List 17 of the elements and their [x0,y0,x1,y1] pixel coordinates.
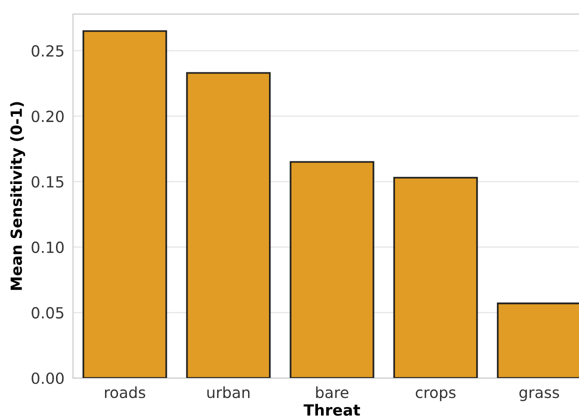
x-tick-label: crops [416,389,456,402]
y-tick-label: 0.25 [32,45,64,57]
y-tick-label: 0.15 [32,176,64,188]
y-axis-title: Mean Sensitivity (0-1) [10,102,26,290]
bar [290,161,374,378]
y-tick-label: 0.05 [32,307,64,319]
y-tick-label: 0.10 [32,242,64,254]
bar [82,30,168,378]
x-tick-label: grass [519,389,560,402]
bar [393,176,478,378]
x-tick-label: urban [207,386,250,398]
y-tick-label: 0.00 [32,372,64,384]
x-tick-label: bare [316,386,348,398]
x-tick-label: roads [105,386,146,398]
y-tick-label: 0.20 [32,110,64,122]
x-axis-title: Threat [304,404,360,416]
bar [186,72,271,378]
